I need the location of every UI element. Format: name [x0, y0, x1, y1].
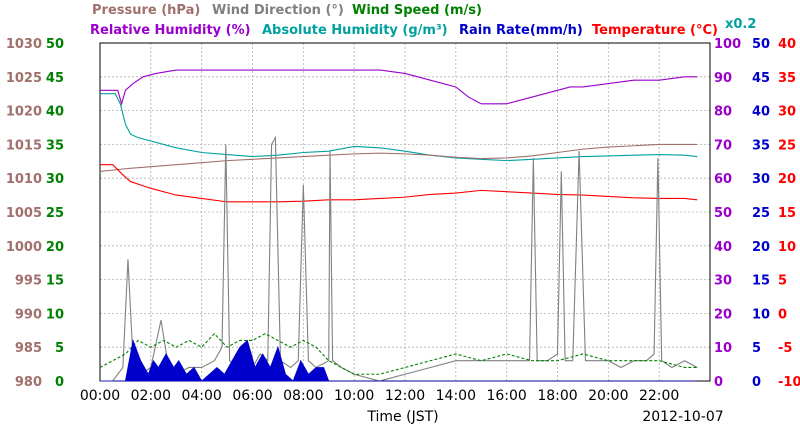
- y-tick-humidity: 20: [714, 307, 732, 322]
- x-tick-label: 18:00: [537, 388, 577, 404]
- y-tick-pressure: 995: [15, 274, 42, 289]
- y-tick-rain_rate: 25: [752, 206, 770, 221]
- y-tick-pressure: 1000: [6, 240, 42, 255]
- y-tick-wind_speed: 20: [46, 240, 64, 255]
- y-tick-wind_speed: 35: [46, 138, 64, 153]
- y-tick-humidity: 30: [714, 274, 732, 289]
- legend-item-4: Absolute Humidity (g/m³): [262, 23, 448, 38]
- y-tick-rain_rate: 20: [752, 240, 770, 255]
- x-tick-label: 00:00: [80, 388, 120, 404]
- series-line-4: [100, 135, 698, 382]
- y-tick-humidity: 10: [714, 341, 732, 356]
- legend-item-1: Wind Direction (°): [212, 3, 344, 18]
- x-axis-title: Time (JST): [366, 409, 438, 425]
- series-rain-rate: [100, 338, 698, 382]
- axes: 9809859909951000100510101015102010251030…: [6, 37, 800, 404]
- y-tick-pressure: 1010: [6, 172, 42, 187]
- y-tick-temperature: 40: [778, 37, 796, 52]
- y-tick-pressure: 1025: [6, 71, 42, 86]
- y-tick-temperature: 35: [778, 71, 796, 86]
- y-tick-wind_speed: 15: [46, 274, 64, 289]
- y-tick-humidity: 80: [714, 105, 732, 120]
- y-tick-rain_rate: 10: [752, 307, 770, 322]
- y-tick-pressure: 1015: [6, 138, 42, 153]
- y-tick-wind_speed: 30: [46, 172, 64, 187]
- x-tick-label: 06:00: [232, 388, 272, 404]
- chart-date: 2012-10-07: [642, 409, 723, 425]
- y-tick-temperature: 25: [778, 138, 796, 153]
- x-tick-label: 22:00: [639, 388, 679, 404]
- legend: Pressure (hPa) Wind Direction (°) Wind Spe…: [90, 3, 718, 38]
- series-line-3: [100, 164, 698, 203]
- x-tick-label: 20:00: [588, 388, 628, 404]
- legend-item-2: Wind Speed (m/s): [352, 3, 482, 18]
- x-tick-label: 14:00: [436, 388, 476, 404]
- series-line-0: [100, 69, 698, 106]
- y-tick-temperature: -5: [778, 341, 792, 356]
- y-tick-rain_rate: 5: [752, 341, 761, 356]
- y-tick-humidity: 0: [714, 375, 723, 390]
- y-tick-temperature: 30: [778, 105, 796, 120]
- y-tick-wind_speed: 45: [46, 71, 64, 86]
- y-tick-humidity: 50: [714, 206, 732, 221]
- y-tick-temperature: -10: [778, 375, 800, 390]
- grid: [99, 42, 711, 382]
- y-tick-rain_rate: 15: [752, 274, 770, 289]
- y-tick-wind_speed: 40: [46, 105, 64, 120]
- y-tick-pressure: 990: [15, 307, 42, 322]
- y-tick-wind_speed: 50: [46, 37, 64, 52]
- y-tick-temperature: 0: [778, 307, 787, 322]
- y-tick-rain_rate: 50: [752, 37, 770, 52]
- multiplier-label: x0.2: [725, 17, 756, 32]
- y-tick-rain_rate: 0: [752, 375, 761, 390]
- y-tick-wind_speed: 0: [55, 375, 64, 390]
- y-tick-pressure: 980: [15, 375, 42, 390]
- y-tick-pressure: 1030: [6, 37, 42, 52]
- x-tick-label: 08:00: [283, 388, 323, 404]
- x-tick-label: 16:00: [486, 388, 526, 404]
- series-line-2: [99, 143, 698, 172]
- legend-item-5: Rain Rate(mm/h): [459, 23, 583, 38]
- y-tick-humidity: 90: [714, 71, 732, 86]
- y-tick-pressure: 985: [15, 341, 42, 356]
- y-tick-temperature: 10: [778, 240, 796, 255]
- x-tick-label: 04:00: [181, 388, 221, 404]
- legend-item-0: Pressure (hPa): [92, 3, 200, 18]
- y-tick-temperature: 20: [778, 172, 796, 187]
- y-tick-rain_rate: 35: [752, 138, 770, 153]
- legend-item-3: Relative Humidity (%): [90, 23, 251, 38]
- y-tick-rain_rate: 45: [752, 71, 770, 86]
- series-group: [99, 69, 698, 382]
- y-tick-humidity: 60: [714, 172, 732, 187]
- x-tick-label: 02:00: [131, 388, 171, 404]
- y-tick-temperature: 15: [778, 206, 796, 221]
- y-tick-temperature: 5: [778, 274, 787, 289]
- y-tick-humidity: 100: [714, 37, 741, 52]
- x-tick-label: 12:00: [385, 388, 425, 404]
- y-tick-rain_rate: 30: [752, 172, 770, 187]
- y-tick-pressure: 1020: [6, 105, 42, 120]
- series-line-5: [99, 332, 698, 375]
- legend-item-6: Temperature (°C): [592, 23, 718, 38]
- y-tick-wind_speed: 10: [46, 307, 64, 322]
- y-tick-humidity: 70: [714, 138, 732, 153]
- y-tick-humidity: 40: [714, 240, 732, 255]
- series-line-1: [100, 93, 698, 162]
- y-tick-pressure: 1005: [6, 206, 42, 221]
- y-tick-rain_rate: 40: [752, 105, 770, 120]
- x-tick-label: 10:00: [334, 388, 374, 404]
- y-tick-wind_speed: 5: [55, 341, 64, 356]
- y-tick-wind_speed: 25: [46, 206, 64, 221]
